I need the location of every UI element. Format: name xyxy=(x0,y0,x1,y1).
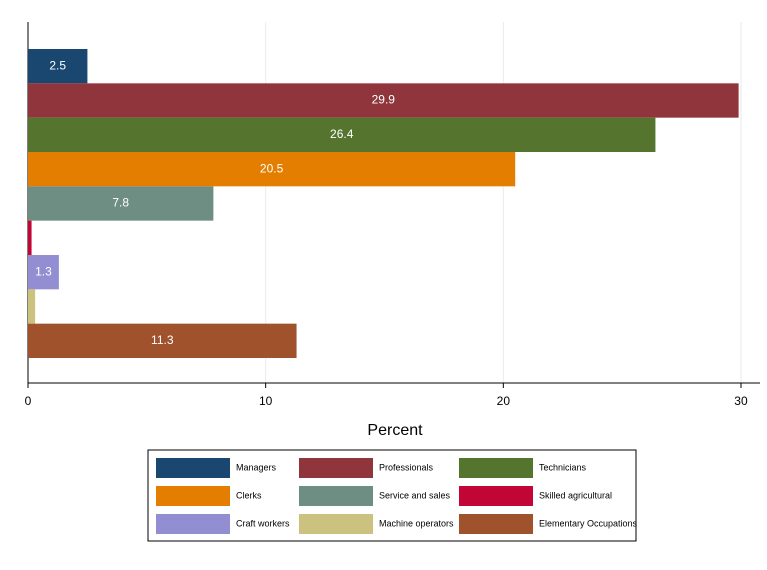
legend-label: Skilled agricultural xyxy=(539,490,612,500)
bar xyxy=(28,323,297,358)
legend-swatch xyxy=(299,486,373,506)
data-label: 1.3 xyxy=(35,264,52,278)
x-tick-label: 0 xyxy=(25,394,32,408)
legend-label: Managers xyxy=(236,462,277,472)
legend-swatch xyxy=(156,514,230,534)
bar xyxy=(28,49,88,84)
legend-label: Elementary Occupations xyxy=(539,518,638,528)
bar xyxy=(28,289,36,324)
data-label: 2.5 xyxy=(49,58,66,72)
legend-swatch xyxy=(299,514,373,534)
bar xyxy=(28,117,656,152)
data-label: 11.3 xyxy=(151,333,174,347)
legend-swatch xyxy=(459,514,533,534)
data-label: 20.5 xyxy=(260,161,284,175)
bar xyxy=(28,220,32,255)
legend-label: Service and sales xyxy=(379,490,451,500)
legend-label: Professionals xyxy=(379,462,434,472)
legend-label: Clerks xyxy=(236,490,262,500)
x-tick-label: 10 xyxy=(259,394,273,408)
data-label: 7.8 xyxy=(112,196,129,210)
x-tick-label: 30 xyxy=(734,394,748,408)
legend-swatch xyxy=(459,458,533,478)
legend-label: Machine operators xyxy=(379,518,454,528)
legend-swatch xyxy=(459,486,533,506)
data-label: 29.9 xyxy=(372,93,396,107)
bar xyxy=(28,186,214,221)
x-axis-label: Percent xyxy=(367,422,423,439)
bar xyxy=(28,152,516,187)
legend-swatch xyxy=(156,486,230,506)
legend-swatch xyxy=(299,458,373,478)
x-tick-label: 20 xyxy=(497,394,511,408)
bar xyxy=(28,255,59,290)
legend-swatch xyxy=(156,458,230,478)
bar xyxy=(28,83,739,118)
legend-label: Technicians xyxy=(539,462,587,472)
legend-label: Craft workers xyxy=(236,518,290,528)
data-label: 26.4 xyxy=(330,127,354,141)
